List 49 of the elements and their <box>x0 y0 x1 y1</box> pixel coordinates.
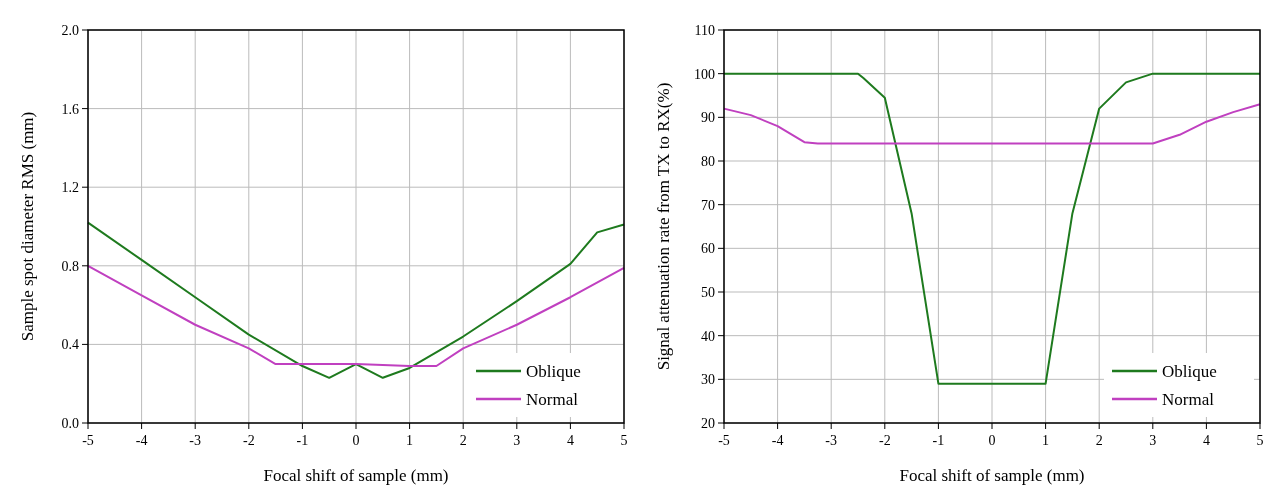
x-tick-label: 2 <box>459 433 467 448</box>
y-tick-label: 1.2 <box>61 180 79 196</box>
line-series <box>723 103 1261 145</box>
y-tick-label: 20 <box>701 415 715 431</box>
x-tick-label: 4 <box>566 433 574 448</box>
x-axis-title: Focal shift of sample (mm) <box>263 466 449 485</box>
x-tick-label: -1 <box>296 433 309 448</box>
y-tick-label: 70 <box>701 197 715 213</box>
line-series <box>87 221 625 379</box>
x-tick-label: -2 <box>878 433 891 448</box>
y-tick-label: 0.8 <box>61 258 79 274</box>
y-tick-label: 0.4 <box>61 337 79 353</box>
x-tick-label: 0 <box>352 433 360 448</box>
x-tick-label: -4 <box>135 433 148 448</box>
x-tick-label: 4 <box>1202 433 1210 448</box>
y-tick-label: 1.6 <box>61 101 79 117</box>
x-tick-label: 2 <box>1095 433 1103 448</box>
legend-label: Normal <box>1162 389 1215 409</box>
x-tick-label: -3 <box>825 433 838 448</box>
x-tick-label: 5 <box>620 433 628 448</box>
line-series <box>723 72 1261 385</box>
x-tick-label: 0 <box>988 433 996 448</box>
x-axis-title: Focal shift of sample (mm) <box>899 466 1085 485</box>
x-tick-label: -5 <box>718 433 730 448</box>
y-tick-label: 90 <box>701 110 715 126</box>
y-tick-label: 50 <box>701 284 715 300</box>
y-tick-label: 2.0 <box>61 22 79 38</box>
legend-label: Oblique <box>526 361 581 381</box>
y-tick-label: 100 <box>694 66 715 82</box>
x-tick-label: 3 <box>1149 433 1157 448</box>
y-tick-label: 30 <box>701 372 715 388</box>
y-tick-label: 40 <box>701 328 715 344</box>
x-tick-label: 1 <box>406 433 414 448</box>
x-tick-label: -1 <box>932 433 945 448</box>
y-tick-label: 60 <box>701 241 715 257</box>
legend-label: Oblique <box>1162 361 1217 381</box>
x-tick-label: 3 <box>513 433 521 448</box>
x-tick-label: -3 <box>189 433 202 448</box>
y-axis-title: Sample spot diameter RMS (mm) <box>18 111 37 342</box>
y-axis-title: Signal attenuation rate from TX to RX(%) <box>654 82 673 371</box>
legend-label: Normal <box>526 389 579 409</box>
y-tick-label: 110 <box>694 22 715 38</box>
y-tick-label: 80 <box>701 153 715 169</box>
y-tick-label: 0.0 <box>61 415 79 431</box>
x-tick-label: 1 <box>1042 433 1050 448</box>
x-tick-label: -5 <box>82 433 94 448</box>
x-tick-label: -2 <box>242 433 255 448</box>
x-tick-label: 5 <box>1256 433 1264 448</box>
x-tick-label: -4 <box>771 433 784 448</box>
